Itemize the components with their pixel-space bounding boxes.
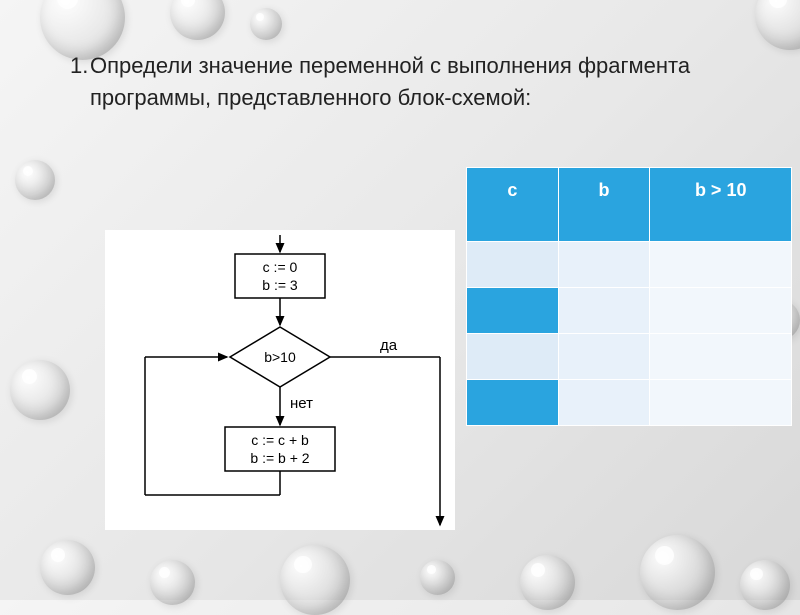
init-line2: b := 3	[262, 277, 298, 293]
cell-cond	[650, 242, 792, 288]
water-bubble	[280, 545, 350, 615]
task-number: 1.	[70, 50, 88, 82]
label-yes: да	[380, 337, 398, 354]
cell-cond	[650, 288, 792, 334]
water-bubble	[520, 555, 575, 610]
cond-label: b>10	[264, 349, 296, 365]
cell-cond	[650, 380, 792, 426]
body-line1: c := c + b	[251, 432, 309, 448]
trace-table: с b b > 10	[466, 167, 792, 426]
water-bubble	[10, 360, 70, 420]
table-row	[467, 380, 792, 426]
cell-b	[558, 242, 650, 288]
table-row	[467, 334, 792, 380]
table-row	[467, 242, 792, 288]
header-c: с	[467, 168, 559, 242]
table-header-row: с b b > 10	[467, 168, 792, 242]
water-bubble	[170, 0, 225, 40]
cell-c	[467, 334, 559, 380]
label-no: нет	[290, 395, 313, 412]
water-bubble	[640, 535, 715, 610]
header-b: b	[558, 168, 650, 242]
task-body: Определи значение переменной с выполнени…	[90, 53, 690, 110]
water-bubble	[40, 540, 95, 595]
cell-c	[467, 288, 559, 334]
cell-b	[558, 288, 650, 334]
water-bubble	[755, 0, 800, 50]
water-bubble	[420, 560, 455, 595]
cell-c	[467, 380, 559, 426]
body-line2: b := b + 2	[250, 450, 309, 466]
header-cond: b > 10	[650, 168, 792, 242]
water-bubble	[740, 560, 790, 610]
task-text: 1. Определи значение переменной с выполн…	[90, 50, 760, 114]
cell-b	[558, 334, 650, 380]
table-row	[467, 288, 792, 334]
flowchart: c := 0 b := 3 b>10 да нет c := c + b b :…	[105, 230, 455, 530]
water-bubble	[15, 160, 55, 200]
water-bubble	[150, 560, 195, 605]
water-bubble	[250, 8, 282, 40]
cell-c	[467, 242, 559, 288]
init-line1: c := 0	[263, 259, 298, 275]
cell-b	[558, 380, 650, 426]
cell-cond	[650, 334, 792, 380]
